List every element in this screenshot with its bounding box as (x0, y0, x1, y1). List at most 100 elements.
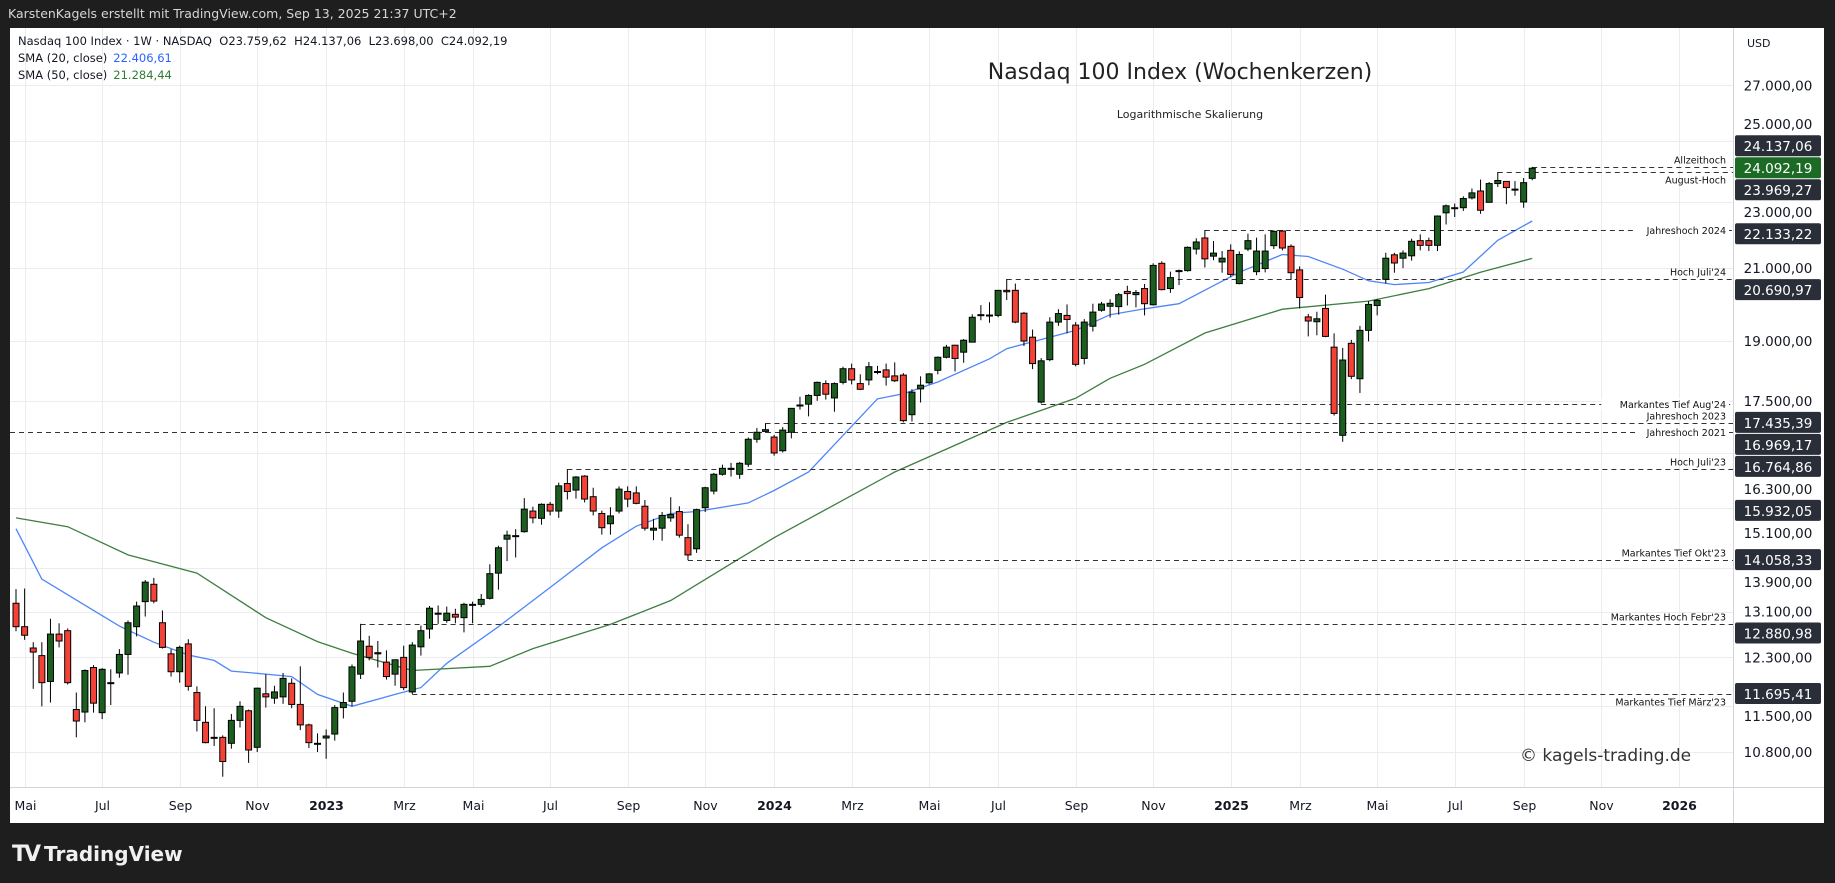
candle[interactable] (98, 668, 106, 720)
candle[interactable] (296, 666, 304, 731)
legend-symbol[interactable]: Nasdaq 100 Index · 1W · NASDAQ O23.759,6… (18, 34, 507, 48)
candle[interactable] (1020, 312, 1028, 346)
candle[interactable] (1046, 317, 1054, 362)
candle[interactable] (529, 506, 537, 524)
candle[interactable] (1502, 180, 1510, 205)
tradingview-logo[interactable]: TV TradingView (12, 840, 183, 868)
candle[interactable] (382, 650, 390, 680)
candle[interactable] (830, 382, 838, 412)
candle[interactable] (1192, 238, 1200, 255)
candle[interactable] (1425, 237, 1433, 252)
candle[interactable] (1313, 311, 1321, 336)
candle[interactable] (1321, 294, 1329, 338)
candle[interactable] (124, 620, 132, 675)
candle[interactable] (365, 635, 373, 661)
candle[interactable] (1451, 203, 1459, 218)
candle[interactable] (1270, 230, 1278, 250)
candle[interactable] (279, 672, 287, 704)
candle[interactable] (210, 708, 218, 746)
candle[interactable] (951, 344, 959, 372)
candle[interactable] (1089, 303, 1097, 332)
candle[interactable] (141, 580, 149, 617)
candle[interactable] (184, 639, 192, 691)
candle[interactable] (968, 314, 976, 343)
candle[interactable] (563, 469, 571, 500)
candle[interactable] (572, 476, 580, 499)
candle[interactable] (744, 437, 752, 467)
candle[interactable] (1080, 319, 1088, 365)
candle[interactable] (236, 701, 244, 728)
candle[interactable] (779, 427, 787, 453)
candle[interactable] (1468, 188, 1476, 200)
candle[interactable] (115, 649, 123, 678)
candle[interactable] (1184, 246, 1192, 272)
candle[interactable] (960, 339, 968, 363)
candle[interactable] (1494, 171, 1502, 187)
candle[interactable] (477, 593, 485, 608)
candle[interactable] (598, 510, 606, 535)
candle[interactable] (1054, 309, 1062, 326)
candle[interactable] (667, 497, 675, 522)
candle[interactable] (632, 486, 640, 505)
candle[interactable] (81, 669, 89, 723)
candle[interactable] (1149, 263, 1157, 306)
candle[interactable] (1072, 322, 1080, 367)
price-axis[interactable]: 27.000,00 25.000,00 24.137,06 24.092,19 23.9… (1735, 78, 1821, 761)
candle[interactable] (546, 501, 554, 516)
candle[interactable] (305, 723, 313, 748)
candle[interactable] (1106, 299, 1114, 318)
candle[interactable] (253, 687, 261, 753)
candle[interactable] (150, 577, 158, 604)
candle[interactable] (874, 365, 881, 375)
candle[interactable] (606, 507, 614, 535)
candle[interactable] (1287, 244, 1295, 281)
candle[interactable] (1261, 234, 1269, 273)
candle[interactable] (942, 344, 950, 359)
candle[interactable] (391, 659, 399, 686)
candle[interactable] (1304, 313, 1312, 337)
candle[interactable] (822, 380, 830, 400)
candle[interactable] (1339, 347, 1347, 442)
candle[interactable] (1399, 250, 1407, 269)
candle[interactable] (1158, 261, 1166, 291)
candle[interactable] (21, 588, 29, 640)
candle[interactable] (322, 729, 330, 759)
candle[interactable] (176, 645, 184, 683)
candle[interactable] (1132, 289, 1140, 308)
candle[interactable] (899, 373, 907, 423)
candle[interactable] (1235, 251, 1243, 285)
candle[interactable] (1520, 178, 1528, 208)
candle[interactable] (865, 361, 873, 386)
candle[interactable] (167, 649, 175, 677)
candle[interactable] (718, 464, 726, 476)
candle[interactable] (1166, 271, 1174, 293)
candle[interactable] (262, 674, 270, 708)
candle[interactable] (727, 462, 735, 477)
candle[interactable] (443, 606, 451, 623)
candle[interactable] (1477, 179, 1485, 214)
candle[interactable] (856, 374, 864, 391)
candle[interactable] (1063, 304, 1071, 334)
candle[interactable] (107, 669, 115, 706)
candle[interactable] (1296, 266, 1304, 309)
candle[interactable] (72, 692, 80, 738)
candle[interactable] (460, 602, 468, 633)
candle[interactable] (193, 686, 201, 732)
candle[interactable] (245, 709, 253, 763)
candle[interactable] (1115, 292, 1123, 315)
candle[interactable] (753, 427, 761, 443)
candle[interactable] (331, 705, 339, 741)
candle[interactable] (1244, 233, 1252, 252)
candle[interactable] (451, 608, 459, 624)
candle[interactable] (374, 641, 382, 668)
candle[interactable] (977, 305, 985, 321)
candle[interactable] (219, 735, 227, 777)
candle[interactable] (202, 706, 210, 744)
candle[interactable] (1390, 252, 1398, 273)
candle[interactable] (1528, 166, 1536, 181)
candle[interactable] (1356, 325, 1364, 393)
candle[interactable] (339, 692, 347, 719)
candle[interactable] (348, 664, 356, 707)
candle[interactable] (417, 625, 425, 656)
